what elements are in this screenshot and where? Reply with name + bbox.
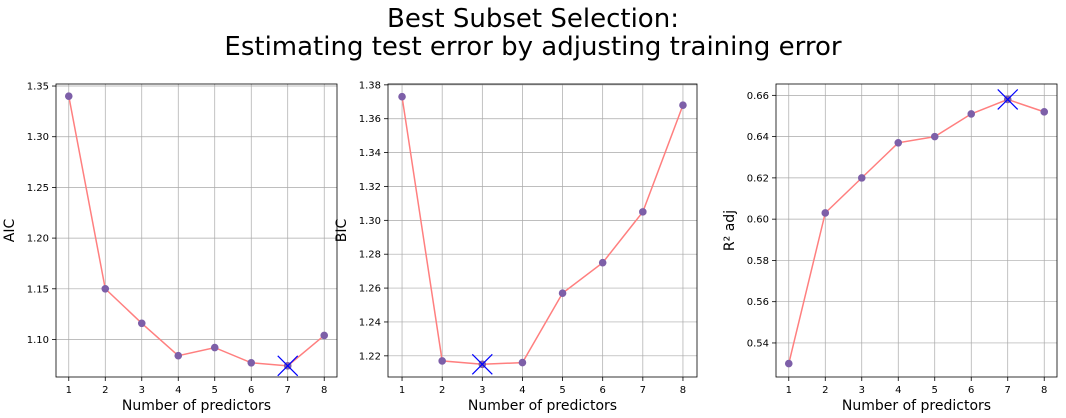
data-point [174,351,183,360]
best-model-marker [471,353,493,375]
best-model-marker [997,89,1019,110]
x-tick-label: 1 [66,385,72,396]
best-model-marker [277,355,299,377]
data-point [438,357,446,365]
y-tick-label: 0.56 [747,297,769,308]
data-point [598,258,607,267]
x-tick-label: 3 [139,385,145,396]
y-tick-label: 1.34 [359,148,381,159]
plot-frame [387,83,698,378]
data-point [784,359,793,368]
series-line [68,96,325,367]
data-point [210,343,219,352]
x-tick-label: 3 [859,385,865,396]
x-tick-label: 7 [1005,385,1011,396]
x-tick-label: 5 [932,385,938,396]
y-tick-label: 1.24 [359,317,381,328]
x-tick-label: 6 [600,385,606,396]
data-point [398,92,406,101]
y-tick-label: 1.30 [359,216,381,227]
figure-title-line-2: Estimating test error by adjusting train… [224,32,842,62]
x-axis-label: Number of predictors [468,398,617,414]
data-point [101,284,110,293]
y-axis-label: R² adj [722,210,738,251]
chart-panel-3: 1 2 3 4 5 6 7 8 0.54 0.56 0.58 0.60 0.62 0.64 0.66 Numb… [722,83,1058,414]
y-tick-label: 0.62 [747,173,769,184]
x-tick-label: 3 [479,385,485,396]
y-tick-label: 1.36 [359,114,381,125]
data-point [679,101,687,109]
data-point [857,174,866,182]
y-tick-label: 1.10 [27,335,49,346]
data-point [320,331,329,340]
series-line [788,98,1045,364]
y-tick-label: 1.25 [27,183,49,194]
data-point [967,110,976,118]
x-tick-label: 8 [680,385,686,396]
figure-title-line-1: Best Subset Selection: [387,4,679,34]
x-tick-label: 7 [640,385,646,396]
data-point [930,132,939,141]
chart-panel-1: 1 2 3 4 5 6 7 8 1.10 1.15 1.20 1.25 1.30 1.35 Number o… [2,82,338,414]
data-point [64,92,73,100]
data-point [137,319,146,328]
y-tick-label: 0.66 [747,91,769,102]
y-tick-label: 0.60 [747,215,769,226]
y-tick-label: 1.30 [27,132,49,143]
y-tick-label: 0.54 [747,338,769,349]
x-tick-label: 5 [559,385,565,396]
y-axis-label: AIC [2,219,18,243]
data-point [639,208,647,216]
y-axis-label: BIC [334,219,350,243]
data-point [1040,108,1049,116]
x-tick-label: 4 [895,385,901,396]
y-tick-label: 1.38 [359,80,381,91]
x-tick-label: 7 [285,385,291,396]
x-axis-label: Number of predictors [122,398,271,414]
x-tick-label: 5 [212,385,218,396]
x-tick-label: 2 [102,385,108,396]
x-tick-label: 2 [439,385,445,396]
y-tick-label: 1.20 [27,234,49,245]
plot-frame [775,83,1058,378]
y-tick-label: 1.26 [359,284,381,295]
y-tick-label: 1.22 [359,351,381,362]
data-point [821,209,830,217]
data-point [558,289,567,297]
x-tick-label: 6 [248,385,254,396]
x-tick-label: 1 [786,385,792,396]
plot-frame [55,83,338,378]
x-tick-label: 6 [968,385,974,396]
y-tick-label: 0.58 [747,256,769,267]
chart-panel-2: 1 2 3 4 5 6 7 8 1.22 1.24 1.26 1.28 1.30 1.32 1.34 1.36… [334,80,698,414]
series-line [401,96,684,366]
y-tick-label: 0.64 [747,132,769,143]
x-tick-label: 4 [519,385,525,396]
y-tick-label: 1.15 [27,284,49,295]
data-point [894,139,903,147]
y-tick-label: 1.35 [27,82,49,93]
x-axis-label: Number of predictors [842,398,991,414]
data-point [518,358,527,367]
x-tick-label: 2 [822,385,828,396]
x-tick-label: 8 [321,385,327,396]
data-point [247,359,256,367]
x-tick-label: 1 [399,385,405,396]
y-tick-label: 1.28 [359,250,381,261]
x-tick-label: 8 [1041,385,1047,396]
x-tick-label: 4 [175,385,181,396]
y-tick-label: 1.32 [359,182,381,193]
